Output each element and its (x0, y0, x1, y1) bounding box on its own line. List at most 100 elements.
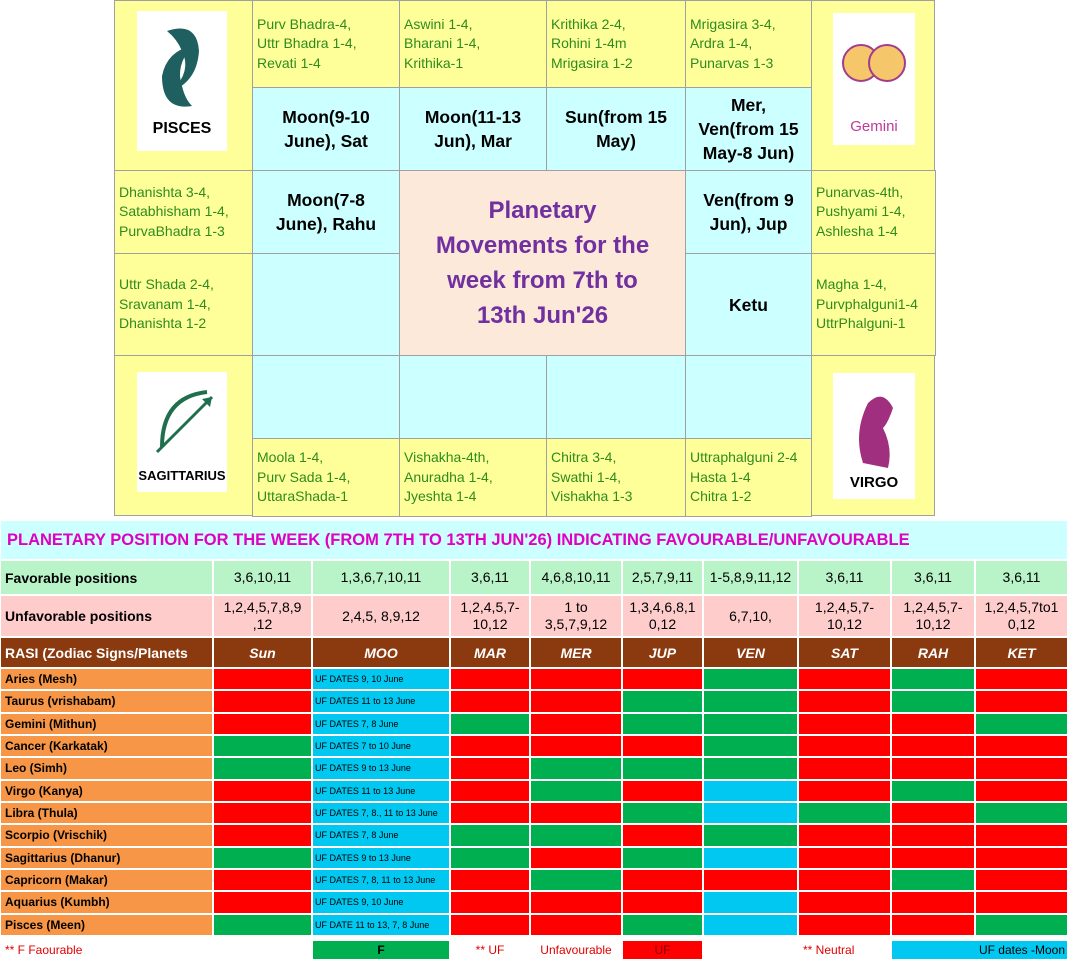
cell-line: Purv Sada 1-4, (257, 468, 351, 485)
cell-line: Magha 1-4, (816, 276, 887, 293)
planet-cell: Moon(11-13 Jun), Mar (399, 87, 547, 171)
cell-line: Bharani 1-4, (404, 35, 481, 52)
moon-cell: UF DATES 9, 10 June (312, 668, 450, 691)
status-cell (891, 757, 975, 780)
status-cell (450, 913, 530, 936)
status-cell (450, 891, 530, 914)
planet-cell: Mer, Ven(from 15 May-8 Jun) (685, 87, 812, 171)
cell-line: Purv Bhadra-4, (257, 15, 352, 32)
nakshatra-cell: Purv Bhadra-4, Uttr Bhadra 1-4, Revati 1-4 (252, 0, 400, 88)
status-cell (450, 712, 530, 735)
legend-item: UF dates -Moon (891, 940, 1068, 960)
status-cell (530, 891, 622, 914)
cell-line: Chitra 3-4, (551, 449, 617, 466)
status-cell (530, 779, 622, 802)
cell-line: Moon(9-10 (282, 107, 370, 127)
planet-cell: Sun(from 15 May) (546, 87, 686, 171)
table-title: PLANETARY POSITION FOR THE WEEK (FROM 7T… (0, 520, 1068, 560)
cell-line: Pushyami 1-4, (816, 203, 906, 220)
status-cell (622, 846, 703, 869)
header-cell: MOO (312, 637, 450, 668)
status-cell (622, 913, 703, 936)
status-cell (622, 712, 703, 735)
chart-title: Planetary Movements for the week from 7th … (399, 170, 686, 356)
sagittarius-cell: SAGITTARIUS (114, 355, 253, 516)
cell-line: Anuradha 1-4, (404, 468, 493, 485)
cell-line: Revati 1-4 (257, 54, 321, 71)
header-cell: Sun (213, 637, 312, 668)
status-cell (703, 846, 798, 869)
empty-cell (685, 355, 812, 439)
cell-line: Moon(11-13 (424, 107, 522, 127)
status-cell (798, 690, 891, 713)
gemini-icon: Gemini (833, 13, 915, 145)
sagittarius-icon: SAGITTARIUS (137, 372, 227, 492)
status-cell (213, 824, 312, 847)
title-line: Movements for the (435, 232, 650, 259)
cell-line: Ashlesha 1-4 (816, 222, 898, 239)
status-cell (213, 757, 312, 780)
cell-line: Moon(7-8 (287, 190, 365, 210)
header-cell: VEN (703, 637, 798, 668)
cell-line: Vishakha-4th, (404, 449, 490, 466)
virgo-cell: VIRGO (811, 355, 935, 516)
status-cell (530, 846, 622, 869)
moon-cell: UF DATES 7, 8 June (312, 712, 450, 735)
status-cell (450, 801, 530, 825)
legend-item: Unfavourable (530, 940, 622, 960)
cell-line: Uttr Bhadra 1-4, (257, 35, 357, 52)
sign-label: PISCES (153, 120, 212, 137)
cell-line: Chitra 1-2 (690, 488, 752, 505)
position-cell: 1,2,4,5,7to1 0,12 (975, 595, 1068, 637)
legend-item: ** Neutral (798, 940, 891, 960)
status-cell (975, 712, 1068, 735)
status-cell (213, 913, 312, 936)
status-cell (891, 846, 975, 869)
cell-line: Punarvas 1-3 (690, 54, 774, 71)
empty-cell (399, 355, 547, 439)
legend-item: ** UF (450, 940, 530, 960)
status-cell (622, 868, 703, 892)
status-cell (213, 712, 312, 735)
cell-line: Purvphalguni1-4 (816, 295, 918, 312)
status-cell (891, 913, 975, 936)
status-cell (450, 734, 530, 758)
planet-cell: Moon(9-10 June), Sat (252, 87, 400, 171)
header-cell: MAR (450, 637, 530, 668)
status-cell (798, 891, 891, 914)
moon-cell: UF DATES 11 to 13 June (312, 690, 450, 713)
status-cell (450, 690, 530, 713)
status-cell (213, 891, 312, 914)
position-cell: 6,7,10, (703, 595, 798, 637)
position-line: 3,6,10,11 (233, 569, 292, 585)
legend-item: F (312, 940, 450, 960)
nakshatra-cell: Punarvas-4th, Pushyami 1-4, Ashlesha 1-4 (811, 170, 936, 254)
header-cell: RASI (Zodiac Signs/Planets (0, 637, 213, 668)
position-cell: 2,5,7,9,11 (622, 560, 703, 595)
status-cell (798, 668, 891, 691)
cell-line: Sun(from 15 (564, 107, 668, 127)
position-line: 3,6,11 (1002, 569, 1041, 585)
pisces-cell: PISCES (114, 0, 253, 171)
position-cell: 1 to 3,5,7,9,12 (530, 595, 622, 637)
status-cell (213, 668, 312, 691)
position-line: 1,2,4,5,7- (814, 599, 875, 615)
cell-line: Aswini 1-4, (404, 15, 473, 32)
status-cell (530, 712, 622, 735)
status-cell (622, 779, 703, 802)
moon-cell: UF DATES 7, 8., 11 to 13 June (312, 801, 450, 825)
moon-cell: UF DATES 7, 8, 11 to 13 June (312, 868, 450, 892)
sign-cell: Aquarius (Kumbh) (0, 891, 213, 914)
sign-cell: Virgo (Kanya) (0, 779, 213, 802)
position-cell: 3,6,11 (798, 560, 891, 595)
status-cell (975, 757, 1068, 780)
status-cell (891, 712, 975, 735)
position-cell: 1,3,6,7,10,11 (312, 560, 450, 595)
nakshatra-cell: Uttraphalguni 2-4 Hasta 1-4 Chitra 1-2 (685, 438, 812, 517)
cell-line: June), Sat (284, 131, 368, 151)
status-cell (530, 734, 622, 758)
status-cell (213, 801, 312, 825)
status-cell (798, 779, 891, 802)
position-cell: 3,6,11 (975, 560, 1068, 595)
cell-line: Ketu (729, 294, 768, 315)
